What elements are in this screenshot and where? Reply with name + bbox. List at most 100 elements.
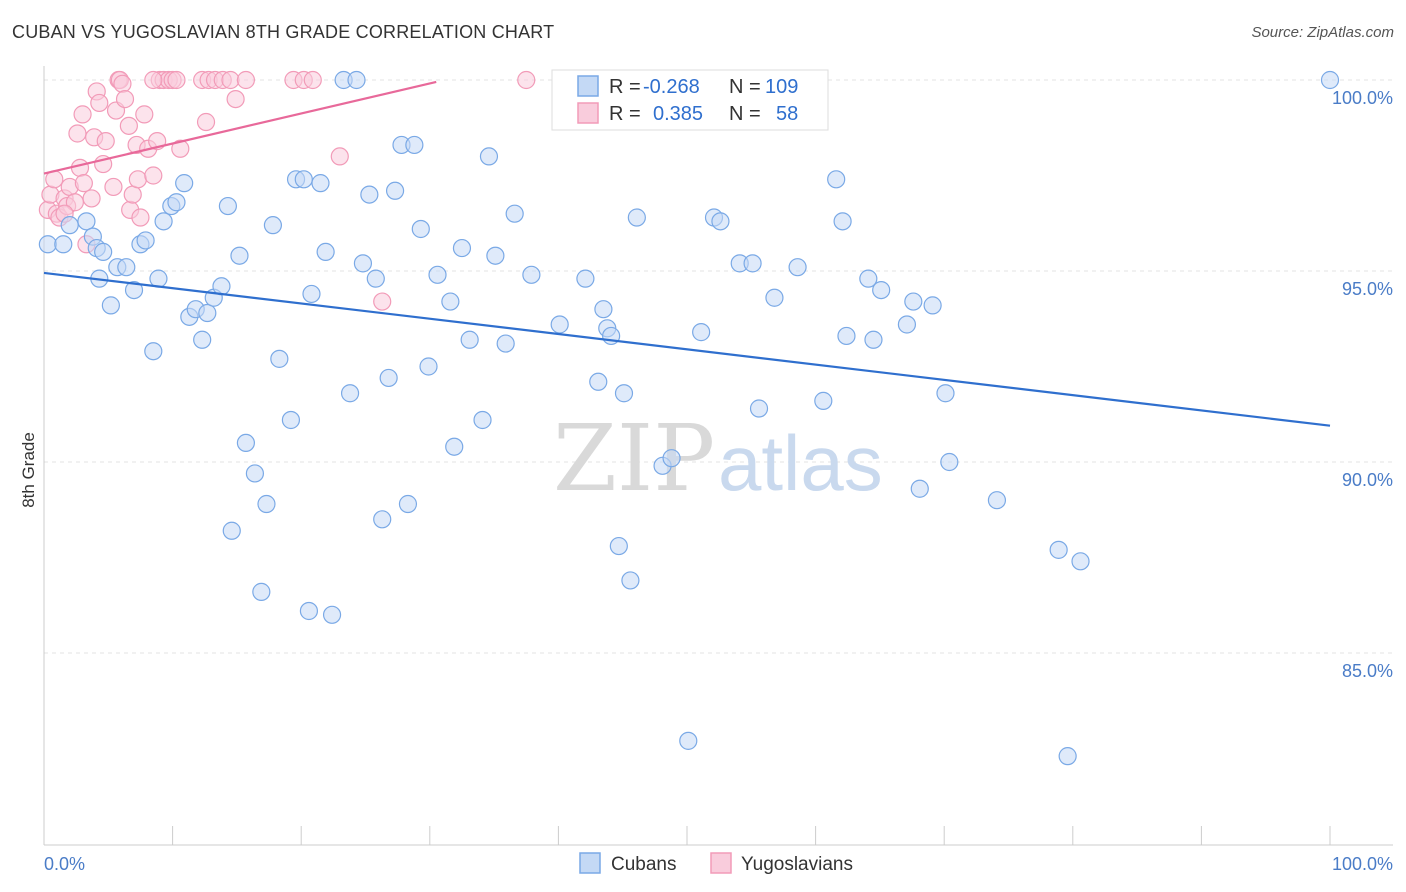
legend-n-value-2: 58 (776, 103, 798, 125)
watermark-zip: ZIP (553, 405, 715, 512)
cuban-point-18 (167, 193, 186, 212)
cuban-point-76 (621, 571, 640, 590)
cuban-point-38 (299, 601, 319, 621)
cuban-point-98 (910, 479, 929, 498)
cuban-point-31 (252, 582, 271, 601)
y-axis-label: 8th Grade (19, 432, 38, 508)
cuban-point-77 (627, 208, 646, 227)
legend-swatch-yugoslavians (577, 102, 599, 124)
cuban-point-44 (340, 384, 360, 403)
cuban-point-55 (411, 219, 430, 239)
yugoslavian-point-9 (68, 124, 87, 143)
yugoslavian-point-48 (226, 89, 245, 109)
y-tick-label-0: 100.0% (1332, 88, 1393, 108)
yugoslavian-point-34 (144, 166, 163, 185)
yugoslavian-point-11 (73, 105, 92, 124)
chart-source: Source: ZipAtlas.com (1251, 24, 1394, 41)
cuban-point-1 (54, 235, 73, 254)
cuban-point-46 (353, 254, 373, 273)
cuban-point-47 (360, 185, 379, 204)
yugoslavian-point-12 (74, 174, 93, 193)
cuban-point-94 (864, 330, 883, 349)
yugoslavian-point-54 (373, 292, 392, 311)
yugoslavian-point-40 (167, 70, 186, 90)
yugoslavian-point-14 (82, 189, 101, 208)
cubans-points (38, 70, 1340, 766)
cuban-point-35 (281, 410, 301, 430)
series-label-cubans: Cubans (611, 854, 677, 875)
cuban-point-62 (473, 410, 492, 430)
yugoslavian-point-10 (70, 158, 90, 177)
cuban-point-67 (522, 265, 541, 284)
cuban-point-29 (236, 433, 256, 452)
cuban-point-59 (445, 437, 464, 456)
cuban-point-65 (496, 334, 515, 353)
cuban-point-32 (257, 494, 276, 514)
cuban-point-106 (1320, 70, 1340, 90)
cuban-point-90 (827, 170, 846, 189)
legend-swatch-cubans (577, 75, 599, 97)
cubans-trend-line (43, 271, 1331, 427)
cuban-point-30 (245, 464, 265, 483)
yugoslavian-point-20 (104, 177, 123, 197)
cuban-point-60 (452, 238, 472, 258)
cuban-point-80 (679, 731, 698, 750)
cuban-point-48 (366, 269, 385, 288)
cuban-point-103 (1049, 540, 1068, 559)
y-tick-label-2: 90.0% (1342, 470, 1393, 490)
yugoslavian-point-19 (96, 132, 115, 151)
cuban-point-95 (872, 281, 891, 300)
cuban-point-100 (936, 384, 955, 403)
cuban-point-61 (460, 330, 479, 349)
yugoslavian-point-43 (196, 112, 216, 132)
trend-lines (43, 80, 1331, 427)
cuban-point-91 (833, 212, 852, 231)
chart-title: CUBAN VS YUGOSLAVIAN 8TH GRADE CORRELATI… (12, 22, 555, 42)
cuban-point-70 (589, 372, 608, 391)
cuban-point-15 (149, 269, 168, 288)
cuban-point-53 (398, 494, 418, 514)
legend-n-label-2: N = (729, 103, 761, 125)
cuban-point-83 (711, 212, 730, 231)
grid-lines (44, 79, 1393, 654)
cuban-point-40 (311, 174, 330, 193)
y-tick-label-3: 85.0% (1342, 661, 1393, 681)
yugoslavian-point-25 (115, 89, 135, 109)
cuban-point-104 (1071, 552, 1090, 571)
cuban-point-3 (77, 212, 96, 231)
cuban-point-64 (486, 246, 505, 265)
cuban-point-51 (385, 181, 405, 200)
cuban-point-16 (154, 212, 173, 231)
yugoslavians-trend-line (43, 80, 437, 175)
series-swatch-yugoslavians (710, 852, 732, 874)
legend-r-label-1: R = (609, 76, 641, 98)
cuban-point-19 (175, 174, 194, 193)
cuban-point-74 (609, 536, 628, 556)
cuban-point-63 (479, 147, 499, 166)
stats-legend: R = -0.268 N = 109 R = 0.385 N = 58 (551, 69, 829, 131)
cuban-point-13 (136, 231, 155, 250)
cuban-point-58 (441, 292, 460, 311)
cuban-point-7 (94, 242, 113, 261)
cuban-point-39 (302, 284, 321, 304)
cuban-point-87 (765, 288, 784, 307)
cuban-point-45 (347, 70, 366, 90)
cuban-point-33 (263, 216, 283, 235)
cuban-point-99 (923, 296, 942, 315)
yugoslavian-point-31 (131, 208, 150, 227)
cuban-point-85 (743, 254, 762, 273)
cuban-point-0 (38, 235, 57, 254)
cuban-point-49 (373, 510, 392, 529)
cuban-point-37 (294, 170, 313, 189)
yugoslavians-points (38, 70, 536, 311)
yugoslavian-point-55 (517, 70, 536, 90)
yugoslavian-point-56 (144, 70, 163, 90)
yugoslavian-point-32 (135, 105, 154, 124)
yugoslavian-point-28 (123, 185, 142, 204)
watermark: ZIP atlas (553, 405, 883, 512)
cuban-point-56 (419, 357, 438, 376)
cuban-point-26 (218, 196, 237, 216)
legend-r-value-1: -0.268 (643, 76, 700, 98)
cuban-point-81 (692, 323, 711, 342)
cuban-point-71 (594, 300, 613, 319)
